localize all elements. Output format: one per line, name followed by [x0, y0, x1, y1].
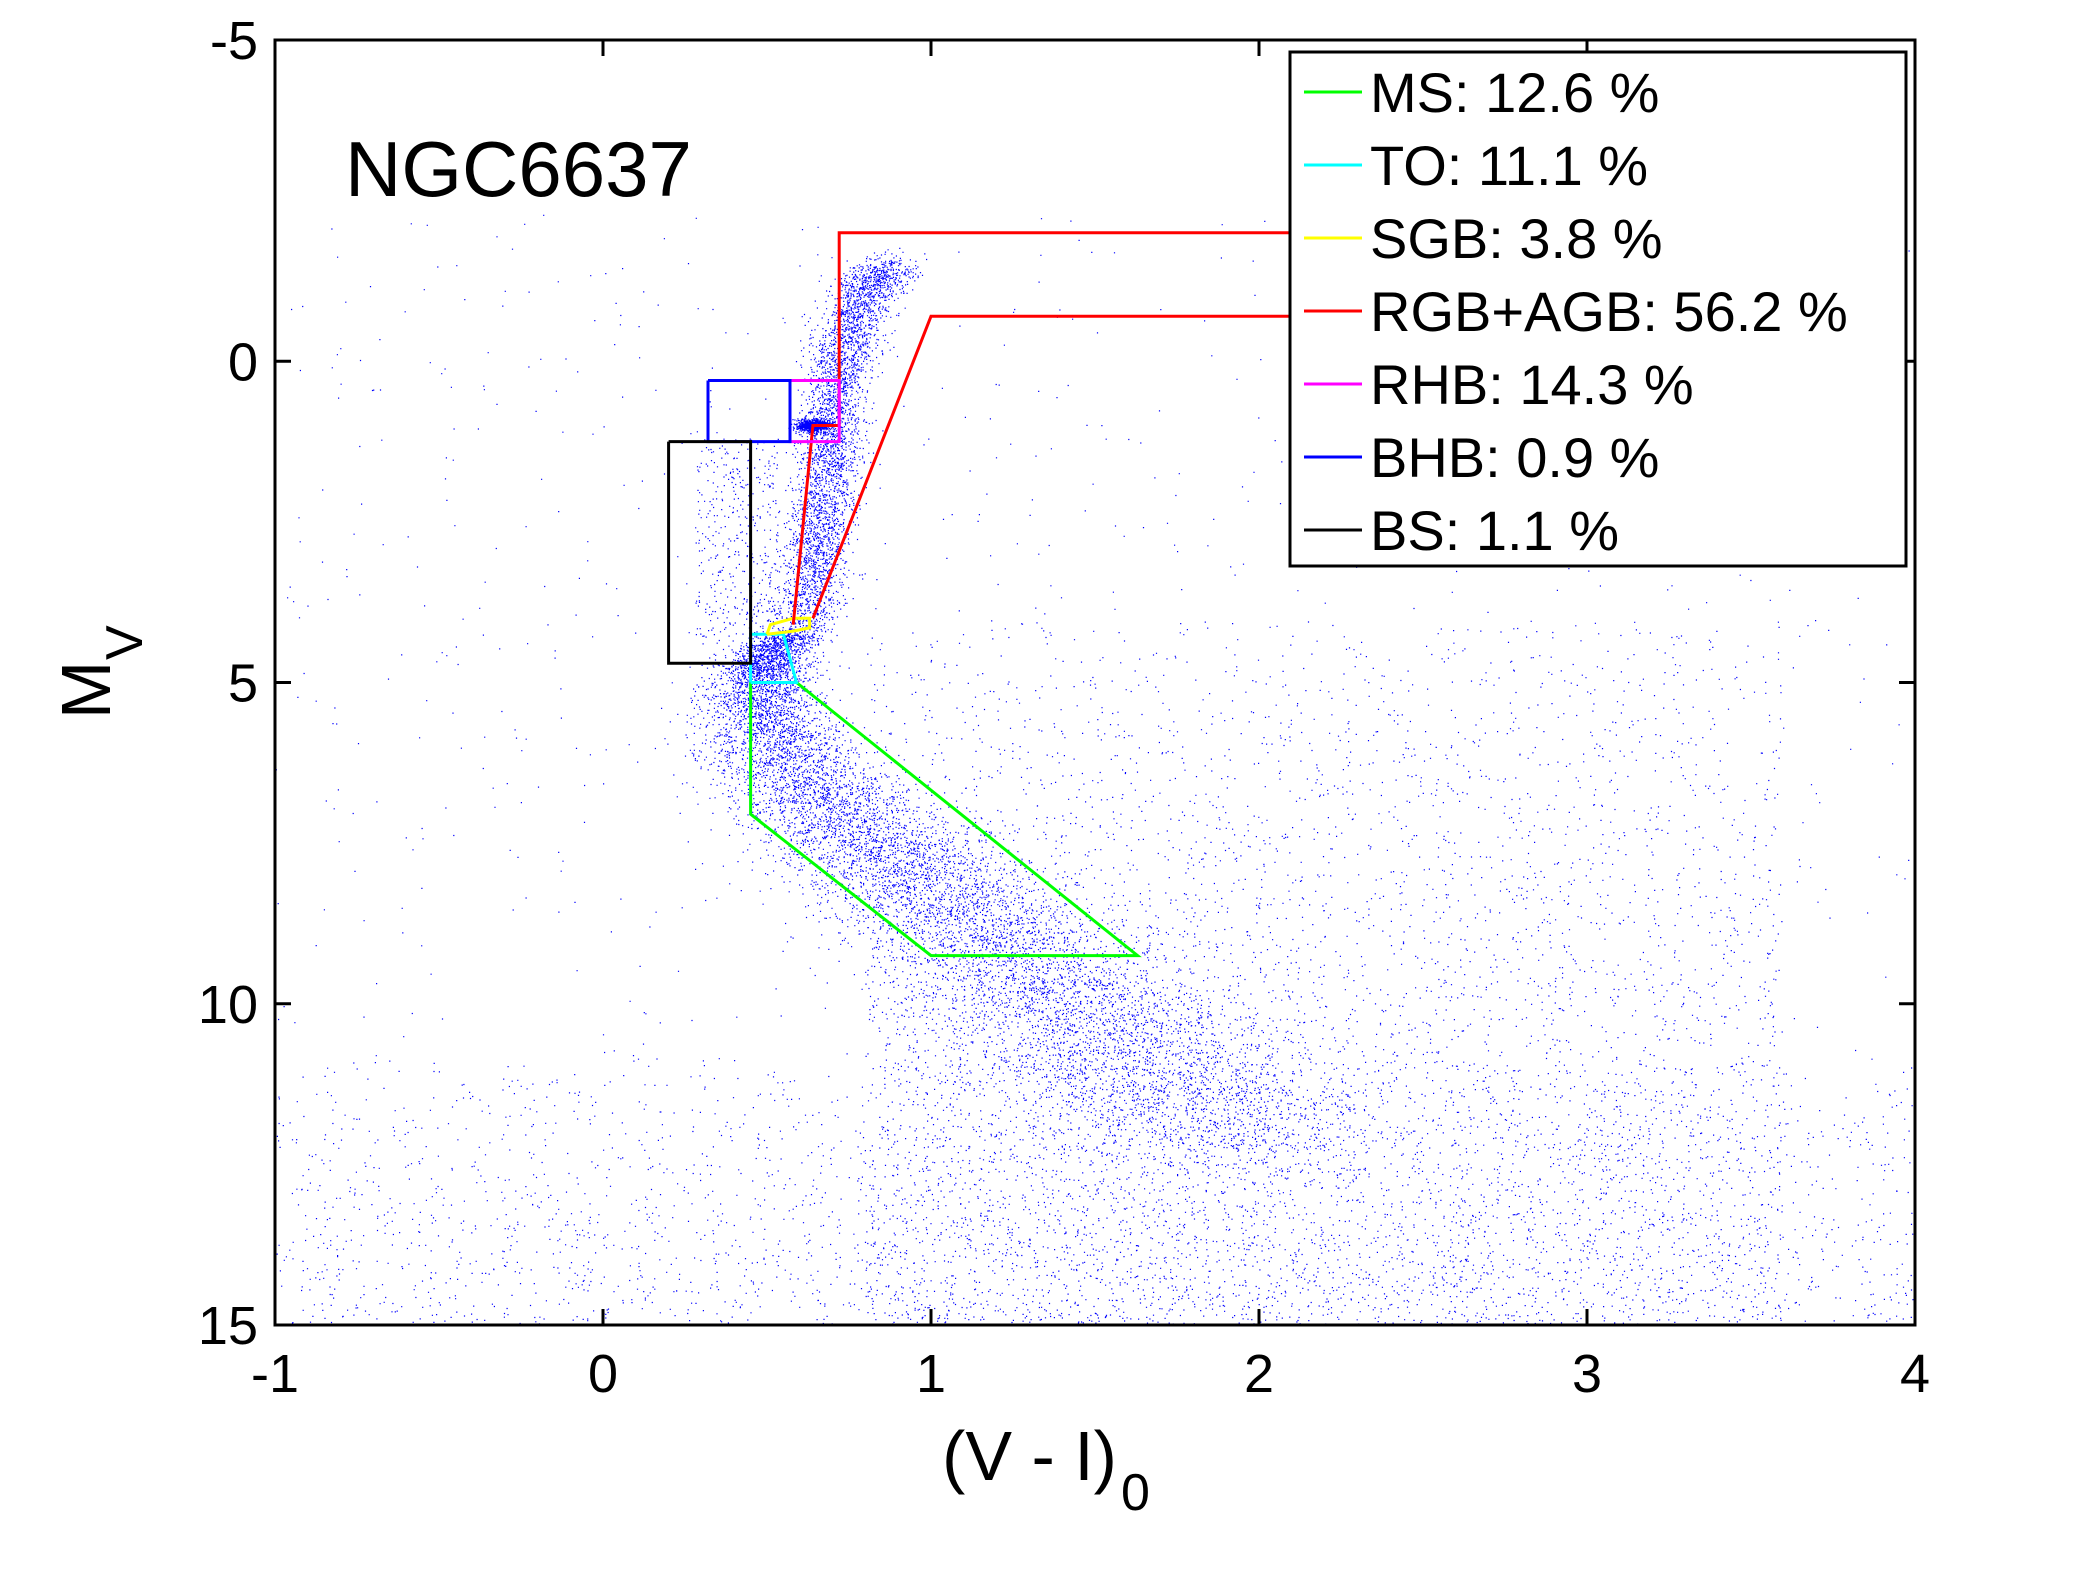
x-tick-label: 4: [1900, 1344, 1930, 1404]
x-tick-label: -1: [251, 1344, 299, 1404]
y-tick-label: 5: [228, 654, 258, 714]
legend-entry-label: RHB: 14.3 %: [1370, 353, 1694, 416]
x-tick-label: 1: [916, 1344, 946, 1404]
x-tick-label: 0: [588, 1344, 618, 1404]
y-tick-label: 10: [198, 975, 258, 1035]
legend-entries: MS: 12.6 % TO: 11.1 % SGB: 3.8 % RGB+AGB: 5…: [1304, 61, 1848, 562]
legend-box: [1288, 50, 1908, 568]
x-axis: -1 0 1 2 3 4: [251, 40, 1930, 1404]
y-axis-label-group: M V: [47, 625, 154, 719]
x-axis-label-main: (V - I): [942, 1417, 1117, 1495]
legend: MS: 12.6 % TO: 11.1 % SGB: 3.8 % RGB+AGB: 5…: [1288, 50, 1908, 568]
y-tick-label: 0: [228, 332, 258, 392]
legend-entry-label: BS: 1.1 %: [1370, 499, 1619, 562]
y-axis-label-subscript: V: [96, 625, 154, 660]
x-tick-label: 3: [1572, 1344, 1602, 1404]
legend-entry-label: RGB+AGB: 56.2 %: [1370, 280, 1848, 343]
y-axis-label-main: M: [47, 661, 125, 719]
cluster-label: NGC6637: [345, 125, 692, 213]
legend-entry-label: TO: 11.1 %: [1370, 134, 1648, 197]
x-axis-label-subscript: 0: [1121, 1464, 1150, 1522]
region-bs: [667, 440, 753, 665]
region-rgb-agb: [811, 314, 1292, 619]
y-axis: -5 0 5 10 15: [198, 11, 1915, 1356]
legend-entry-label: SGB: 3.8 %: [1370, 207, 1663, 270]
legend-entry-label: MS: 12.6 %: [1370, 61, 1659, 124]
x-axis-label: (V - I): [942, 1417, 1117, 1495]
x-tick-label: 2: [1244, 1344, 1274, 1404]
region-rgb-agb: [791, 231, 1292, 625]
region-ms: [749, 681, 1142, 958]
selection-regions: [667, 231, 1292, 958]
y-tick-label: 15: [198, 1296, 258, 1356]
y-tick-label: -5: [210, 11, 258, 71]
legend-entry-label: BHB: 0.9 %: [1370, 426, 1659, 489]
y-axis-label: M: [47, 661, 125, 719]
region-sgb: [765, 616, 812, 636]
region-bhb: [706, 379, 792, 444]
